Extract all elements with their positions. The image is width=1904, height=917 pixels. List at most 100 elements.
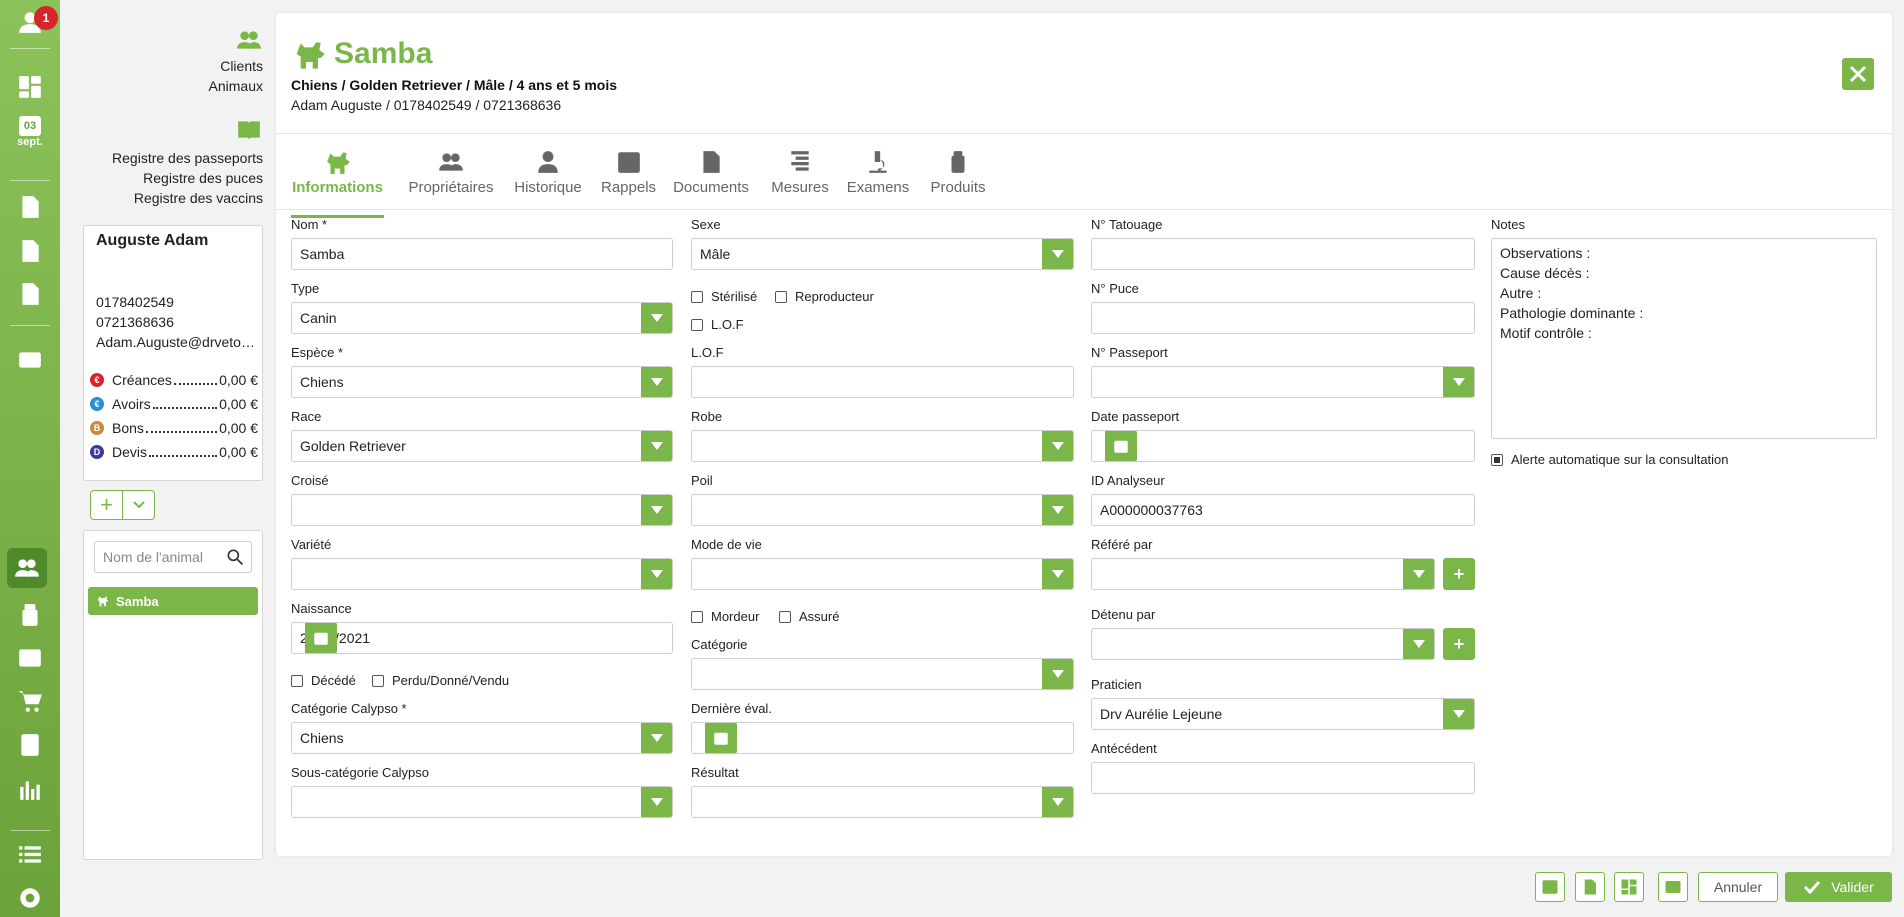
link-registre-puces[interactable]: Registre des puces — [143, 170, 263, 186]
lof-checkbox[interactable]: L.O.F — [691, 317, 744, 332]
balance-devis[interactable]: D Devis 0,00 € — [90, 441, 258, 463]
balance-bons[interactable]: B Bons 0,00 € — [90, 417, 258, 439]
chevron-down-icon[interactable] — [1042, 431, 1073, 461]
cash-register-icon[interactable] — [0, 340, 60, 380]
dashboard-button[interactable] — [1614, 872, 1644, 902]
table-view-button[interactable] — [1535, 872, 1565, 902]
clients-nav-icon[interactable] — [7, 548, 47, 588]
tab-mesures[interactable]: Mesures — [769, 149, 831, 209]
chevron-down-icon[interactable] — [1042, 559, 1073, 589]
variete-select[interactable] — [291, 558, 673, 590]
mail-icon[interactable] — [0, 638, 60, 678]
add-animal-button[interactable]: + — [91, 491, 123, 519]
tab-examens[interactable]: Examens — [846, 149, 910, 209]
search-icon[interactable] — [225, 547, 245, 567]
link-registre-vaccins[interactable]: Registre des vaccins — [133, 190, 263, 206]
chevron-down-icon[interactable] — [641, 367, 672, 397]
type-select[interactable]: Canin — [291, 302, 673, 334]
link-registre-passeports[interactable]: Registre des passeports — [112, 150, 263, 166]
email-button[interactable] — [1658, 872, 1688, 902]
client-name[interactable]: Auguste Adam — [96, 232, 209, 249]
croise-select[interactable] — [291, 494, 673, 526]
balance-creances[interactable]: € Créances 0,00 € — [90, 369, 258, 391]
chevron-down-icon[interactable] — [641, 495, 672, 525]
passeport-select[interactable] — [1091, 366, 1475, 398]
link-animaux[interactable]: Animaux — [208, 78, 263, 94]
animal-list-item[interactable]: Samba — [88, 587, 258, 615]
id-analyseur-input[interactable]: A000000037763 — [1091, 494, 1475, 526]
chevron-down-icon[interactable] — [641, 787, 672, 817]
calendar-picker-icon[interactable] — [705, 723, 737, 753]
calendar-icon[interactable]: 03 sept. — [13, 116, 47, 158]
tab-proprietaires[interactable]: Propriétaires — [406, 149, 496, 209]
mordeur-checkbox[interactable]: Mordeur — [691, 609, 759, 624]
souscat-calypso-select[interactable] — [291, 786, 673, 818]
chevron-down-icon[interactable] — [1042, 239, 1073, 269]
notes-textarea[interactable]: Observations : Cause décès : Autre : Pat… — [1491, 238, 1877, 439]
robe-select[interactable] — [691, 430, 1074, 462]
derniere-eval-input[interactable] — [691, 722, 1074, 754]
chevron-down-icon[interactable] — [1042, 495, 1073, 525]
calculator-icon[interactable] — [0, 725, 60, 765]
cat-calypso-select[interactable]: Chiens — [291, 722, 673, 754]
user-account-icon[interactable] — [0, 2, 60, 42]
perdu-checkbox[interactable]: Perdu/Donné/Vendu — [372, 673, 509, 688]
chevron-down-icon[interactable] — [641, 431, 672, 461]
decede-box[interactable] — [291, 674, 303, 687]
client-email[interactable]: Adam.Auguste@drvetonline.fr — [96, 334, 256, 350]
list-icon[interactable] — [0, 835, 60, 875]
settings-icon[interactable] — [0, 878, 60, 917]
cancel-button[interactable]: Annuler — [1698, 872, 1778, 902]
lof-box[interactable] — [691, 318, 703, 331]
patient-file-icon[interactable] — [0, 187, 60, 227]
categorie-select[interactable] — [691, 658, 1074, 690]
chevron-down-icon[interactable] — [641, 303, 672, 333]
naissance-input[interactable]: 27/03/2021 — [291, 622, 673, 654]
chevron-down-icon[interactable] — [1443, 699, 1474, 729]
poil-select[interactable] — [691, 494, 1074, 526]
espece-select[interactable]: Chiens — [291, 366, 673, 398]
antecedent-input[interactable] — [1091, 762, 1475, 794]
lof-input[interactable] — [691, 366, 1074, 398]
sterilise-checkbox[interactable]: Stérilisé — [691, 289, 757, 304]
tab-documents[interactable]: Documents — [671, 149, 751, 209]
refere-par-select[interactable] — [1091, 558, 1435, 590]
link-clients[interactable]: Clients — [220, 58, 263, 74]
resultat-select[interactable] — [691, 786, 1074, 818]
animal-search-input[interactable] — [95, 549, 223, 565]
date-passeport-input[interactable] — [1091, 430, 1475, 462]
chevron-down-icon[interactable] — [641, 559, 672, 589]
detenu-par-select[interactable] — [1091, 628, 1435, 660]
balance-avoirs[interactable]: € Avoirs 0,00 € — [90, 393, 258, 415]
sterilise-box[interactable] — [691, 290, 703, 303]
validate-button[interactable]: Valider — [1785, 872, 1892, 902]
chevron-down-icon[interactable] — [1443, 367, 1474, 397]
tatouage-input[interactable] — [1091, 238, 1475, 270]
close-button[interactable] — [1842, 58, 1874, 90]
cart-icon[interactable] — [0, 681, 60, 721]
race-select[interactable]: Golden Retriever — [291, 430, 673, 462]
add-options-dropdown[interactable] — [123, 491, 154, 519]
tab-informations[interactable]: Informations — [291, 149, 384, 209]
tab-historique[interactable]: Historique — [513, 149, 583, 209]
mordeur-box[interactable] — [691, 610, 703, 623]
assure-box[interactable] — [779, 610, 791, 623]
alerte-checkbox[interactable]: Alerte automatique sur la consultation — [1491, 452, 1729, 467]
sexe-select[interactable]: Mâle — [691, 238, 1074, 270]
invoice-icon[interactable] — [0, 274, 60, 314]
add-detenu-par-button[interactable]: + — [1443, 628, 1475, 660]
notification-badge[interactable]: 1 — [34, 6, 58, 30]
dashboard-icon[interactable] — [0, 67, 60, 107]
alerte-box[interactable] — [1491, 453, 1503, 466]
calendar-picker-icon[interactable] — [1105, 431, 1137, 461]
products-icon[interactable] — [0, 595, 60, 635]
add-refere-par-button[interactable]: + — [1443, 558, 1475, 590]
chevron-down-icon[interactable] — [1042, 787, 1073, 817]
nom-input[interactable]: Samba — [291, 238, 673, 270]
perdu-box[interactable] — [372, 674, 384, 687]
chevron-down-icon[interactable] — [1042, 659, 1073, 689]
chevron-down-icon[interactable] — [1403, 559, 1434, 589]
tab-rappels[interactable]: Rappels — [601, 149, 656, 209]
decede-checkbox[interactable]: Décédé — [291, 673, 356, 688]
assure-checkbox[interactable]: Assuré — [779, 609, 839, 624]
